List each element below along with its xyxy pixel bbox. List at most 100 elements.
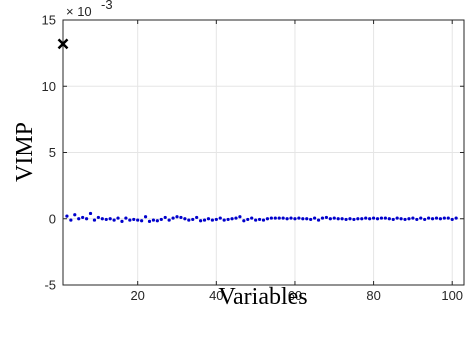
x-axis-title: Variables bbox=[218, 284, 307, 310]
data-point bbox=[84, 217, 89, 221]
data-point bbox=[328, 217, 332, 221]
data-point bbox=[281, 216, 285, 220]
highlight-marker bbox=[57, 38, 69, 50]
data-point bbox=[371, 216, 376, 220]
data-point bbox=[305, 217, 309, 221]
data-point bbox=[88, 211, 93, 216]
data-point bbox=[379, 216, 384, 220]
data-point bbox=[73, 213, 77, 217]
data-point bbox=[120, 219, 124, 223]
data-point bbox=[430, 217, 435, 221]
x-tick-label: 40 bbox=[209, 288, 223, 303]
y-tick-labels: -5 0 5 10 15 bbox=[42, 13, 56, 293]
data-point bbox=[198, 219, 203, 223]
data-point bbox=[104, 217, 108, 222]
data-point bbox=[375, 217, 380, 221]
data-point bbox=[438, 217, 443, 221]
data-point bbox=[202, 218, 207, 222]
data-point bbox=[191, 217, 195, 222]
y-exponent-power: -3 bbox=[101, 0, 113, 12]
data-point bbox=[155, 219, 159, 223]
data-point bbox=[273, 216, 277, 220]
data-point bbox=[187, 218, 191, 222]
data-point bbox=[195, 215, 199, 220]
data-point bbox=[147, 219, 152, 223]
data-point bbox=[364, 216, 368, 220]
y-tick-label: 15 bbox=[42, 13, 56, 28]
data-point bbox=[383, 216, 387, 220]
data-point bbox=[159, 217, 163, 222]
data-point bbox=[356, 217, 360, 221]
data-point bbox=[309, 217, 313, 222]
data-point bbox=[427, 216, 431, 220]
grid-lines bbox=[63, 20, 464, 285]
x-tick-label: 100 bbox=[441, 288, 463, 303]
data-point bbox=[226, 217, 230, 222]
data-point bbox=[242, 219, 246, 223]
data-point bbox=[179, 215, 183, 220]
data-point bbox=[293, 217, 297, 221]
data-point bbox=[368, 217, 372, 221]
x-tick-label: 20 bbox=[130, 288, 144, 303]
y-tick-label: 5 bbox=[49, 145, 56, 160]
data-point bbox=[344, 217, 348, 222]
data-point bbox=[301, 217, 305, 221]
x-tick-label: 80 bbox=[366, 288, 380, 303]
data-point bbox=[316, 218, 321, 222]
data-point bbox=[214, 217, 218, 222]
y-axis-title: VIMP bbox=[12, 122, 38, 182]
data-point bbox=[265, 217, 270, 221]
data-point bbox=[210, 218, 214, 222]
data-point bbox=[277, 216, 281, 220]
data-point bbox=[254, 218, 258, 222]
data-point bbox=[407, 217, 411, 221]
data-point bbox=[411, 216, 415, 220]
data-point bbox=[415, 217, 419, 222]
data-point bbox=[151, 218, 156, 222]
x-tick-labels: 20 40 60 80 100 bbox=[130, 288, 463, 303]
data-point bbox=[128, 218, 132, 222]
data-point bbox=[100, 217, 104, 221]
data-point bbox=[289, 216, 293, 220]
y-tick-label: -5 bbox=[44, 278, 56, 293]
data-point bbox=[167, 218, 171, 222]
y-tick-label: 10 bbox=[42, 79, 56, 94]
data-point bbox=[238, 215, 242, 219]
data-point bbox=[77, 217, 81, 221]
data-point bbox=[124, 216, 128, 220]
data-point bbox=[442, 216, 446, 220]
data-point bbox=[297, 216, 301, 220]
data-point bbox=[387, 217, 391, 221]
x-tick-label: 60 bbox=[288, 288, 302, 303]
data-point bbox=[450, 217, 454, 222]
axis-ticks bbox=[63, 19, 464, 286]
data-point bbox=[348, 217, 352, 221]
data-point bbox=[360, 217, 364, 221]
data-point bbox=[391, 217, 395, 222]
data-point bbox=[399, 217, 403, 221]
data-point bbox=[403, 217, 407, 222]
data-point bbox=[163, 215, 167, 220]
data-point bbox=[423, 217, 427, 222]
data-point bbox=[175, 215, 179, 219]
data-point bbox=[136, 218, 140, 222]
data-point bbox=[132, 217, 136, 222]
data-point bbox=[143, 215, 148, 219]
data-point bbox=[218, 216, 222, 220]
data-point bbox=[446, 216, 450, 220]
data-point bbox=[434, 216, 439, 220]
y-tick-label: 0 bbox=[49, 211, 56, 226]
data-point bbox=[65, 214, 69, 218]
data-point bbox=[96, 215, 100, 220]
data-point bbox=[250, 216, 254, 220]
data-point bbox=[324, 215, 329, 220]
data-point bbox=[419, 216, 423, 220]
data-point bbox=[112, 218, 116, 222]
data-point bbox=[340, 217, 344, 221]
data-point bbox=[81, 215, 85, 220]
data-point bbox=[92, 218, 97, 222]
data-point bbox=[454, 216, 458, 220]
data-point bbox=[230, 217, 234, 221]
data-point bbox=[395, 216, 399, 220]
